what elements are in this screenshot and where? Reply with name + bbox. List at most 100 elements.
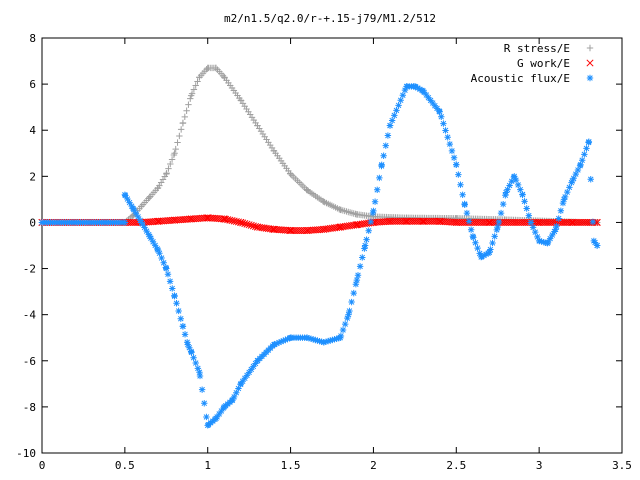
data-point <box>147 235 155 242</box>
data-point <box>544 239 551 247</box>
data-point <box>128 202 135 210</box>
legend-label: G work/E <box>517 57 570 70</box>
legend-marker <box>586 59 594 67</box>
legend-label: R stress/E <box>504 42 570 55</box>
data-point <box>440 120 447 127</box>
data-point <box>179 322 187 330</box>
data-point <box>365 227 372 234</box>
y-tick-label: -2 <box>23 263 36 276</box>
data-point <box>352 281 360 288</box>
data-point <box>204 64 211 72</box>
data-point <box>361 245 368 252</box>
data-point <box>282 336 289 344</box>
data-point <box>320 225 328 233</box>
data-point <box>499 200 507 208</box>
data-point <box>226 216 234 224</box>
data-point <box>519 191 526 198</box>
data-point <box>553 223 560 230</box>
data-point <box>337 334 344 341</box>
data-point <box>204 422 211 429</box>
data-point <box>163 170 170 178</box>
x-tick-label: 3 <box>536 459 543 472</box>
data-point <box>327 337 334 344</box>
data-point <box>354 272 362 279</box>
data-point <box>371 198 379 205</box>
data-point <box>196 372 204 380</box>
x-tick-label: 2 <box>370 459 377 472</box>
data-point <box>527 219 535 226</box>
data-point <box>156 250 163 257</box>
data-point <box>235 385 242 392</box>
data-point <box>353 276 361 284</box>
data-point <box>221 403 228 411</box>
data-point <box>427 97 434 104</box>
data-point <box>453 161 460 169</box>
data-point <box>137 217 144 224</box>
data-point <box>160 259 167 267</box>
data-point <box>341 320 349 328</box>
data-point <box>324 337 332 345</box>
data-point <box>589 218 597 226</box>
data-point <box>361 242 369 249</box>
data-point <box>467 226 475 233</box>
data-point <box>344 314 351 322</box>
data-point <box>181 113 189 121</box>
data-point <box>495 218 503 226</box>
data-point <box>448 147 456 155</box>
data-point <box>196 369 203 376</box>
data-point <box>461 200 468 208</box>
data-point <box>431 102 439 109</box>
data-point <box>356 263 364 270</box>
data-point <box>186 344 193 351</box>
data-point <box>307 335 315 343</box>
data-point <box>275 339 283 346</box>
data-point <box>331 336 338 343</box>
data-point <box>572 170 579 178</box>
data-point <box>577 161 584 169</box>
data-point <box>570 175 577 182</box>
data-point <box>359 254 366 261</box>
data-point <box>535 237 543 245</box>
data-point <box>382 142 389 149</box>
data-point <box>303 226 311 235</box>
x-tick-label: 1.5 <box>281 459 301 472</box>
data-point <box>590 237 598 245</box>
data-point <box>194 78 201 85</box>
data-point <box>165 165 172 172</box>
data-point <box>587 176 594 183</box>
data-point <box>429 99 436 107</box>
data-point <box>171 150 178 157</box>
data-point <box>218 407 225 415</box>
data-point <box>486 249 493 256</box>
data-point <box>450 154 458 161</box>
data-point <box>173 300 180 307</box>
data-point <box>154 184 162 192</box>
data-point <box>578 157 586 164</box>
data-point <box>346 307 353 315</box>
data-point <box>151 242 159 249</box>
data-point <box>399 92 407 99</box>
y-tick-label: -4 <box>23 309 37 322</box>
data-point <box>185 101 192 108</box>
data-point <box>229 396 236 404</box>
data-point <box>222 215 230 223</box>
data-point <box>452 218 460 226</box>
data-point <box>254 122 261 129</box>
data-point <box>485 218 493 226</box>
data-point <box>540 238 547 246</box>
data-point <box>241 219 249 228</box>
data-point <box>564 188 571 196</box>
data-point <box>525 212 533 219</box>
x-tick-label: 3.5 <box>612 459 632 472</box>
data-point <box>121 219 129 226</box>
data-point <box>455 171 462 178</box>
data-point <box>187 95 194 102</box>
data-point <box>348 298 355 306</box>
data-point <box>287 334 294 341</box>
data-point <box>198 386 206 393</box>
data-point <box>303 334 311 341</box>
data-point <box>243 220 251 228</box>
data-point <box>172 145 179 153</box>
data-point <box>230 393 238 401</box>
data-point <box>353 221 361 229</box>
